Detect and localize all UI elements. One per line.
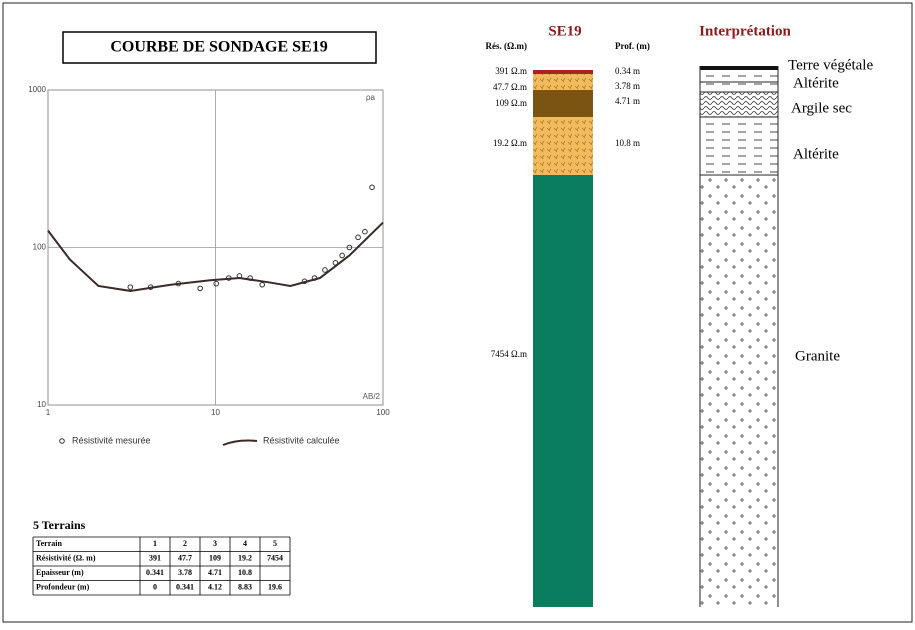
- table-cell: 19.2: [238, 554, 252, 563]
- layer-label: Argile sec: [791, 100, 852, 116]
- y-tick-label: 1000: [28, 85, 46, 94]
- resistivity-label: 7454 Ω.m: [491, 349, 527, 359]
- table-cell: 1: [153, 539, 157, 548]
- resistivity-label: 391 Ω.m: [495, 66, 527, 76]
- layer: [700, 175, 778, 607]
- legend-label: Résistivité calculée: [263, 435, 340, 445]
- legend-label: Résistivité mesurée: [72, 435, 151, 445]
- x-tick-label: 10: [211, 408, 220, 417]
- table-cell: 5: [273, 539, 277, 548]
- measured-point: [362, 228, 368, 235]
- y-tick-label: 10: [37, 400, 46, 409]
- column-outline: [699, 66, 779, 607]
- layer-label: Terre végétale: [788, 57, 873, 73]
- layer: [533, 70, 593, 74]
- calculated-curve: [47, 221, 384, 292]
- table-cell: 3.78: [178, 568, 192, 577]
- table-cell: 3: [213, 539, 217, 548]
- table-title: 5 Terrains: [33, 518, 86, 532]
- measured-point: [213, 280, 220, 287]
- y-axis-label: ρa: [366, 93, 376, 102]
- column-header: Prof. (m): [615, 41, 650, 51]
- layer-label: Granite: [795, 348, 840, 364]
- x-tick-label: 1: [46, 408, 51, 417]
- depth-label: 10.8 m: [615, 138, 640, 148]
- resistivity-label: 19.2 Ω.m: [493, 138, 527, 148]
- table-cell: 8.83: [238, 583, 252, 592]
- table-cell: 0: [153, 583, 157, 592]
- column-header: Rés. (Ω.m): [486, 41, 527, 51]
- table: Terrain 1 2 3 4 5 Résistivité (Ω. m) 391 47.7 109…: [32, 536, 291, 596]
- layer-texture: [533, 74, 593, 90]
- measured-point: [197, 285, 203, 292]
- table-cell: Profondeur (m): [36, 583, 90, 592]
- table-cell: 19.6: [268, 583, 282, 592]
- resistivity-label: 47.7 Ω.m: [493, 82, 527, 92]
- measured-point: [339, 252, 345, 259]
- x-tick-label: 100: [376, 408, 390, 417]
- table-cell: 47.7: [178, 554, 192, 563]
- legend-marker: [59, 438, 65, 444]
- table-cell: 0.341: [176, 583, 194, 592]
- table-cell: 7454: [267, 554, 283, 563]
- layer: [700, 92, 778, 117]
- measured-point: [369, 184, 375, 191]
- chart-title: COURBE DE SONDAGE SE19: [110, 39, 327, 56]
- table-cell: 4.12: [208, 583, 222, 592]
- table-cell: 10.8: [238, 568, 252, 577]
- table-cell: Résistivité (Ω. m): [36, 554, 96, 563]
- layer-texture: [533, 117, 593, 175]
- table-cell: 4.71: [208, 568, 222, 577]
- layer-label: Altérite: [793, 75, 839, 91]
- legend-line: [222, 439, 258, 446]
- layer: [700, 70, 778, 92]
- layer-label: Altérite: [793, 146, 839, 162]
- title-box: [62, 31, 377, 64]
- table-cell: 391: [149, 554, 161, 563]
- layer: [533, 90, 593, 117]
- table-cell: 0.341: [146, 568, 164, 577]
- measured-point: [346, 244, 353, 251]
- table-cell: Epaisseur (m): [36, 568, 84, 577]
- resistivity-label: 109 Ω.m: [495, 98, 527, 108]
- table-cell: 109: [209, 554, 221, 563]
- depth-label: 4.71 m: [615, 96, 640, 106]
- depth-label: 3.78 m: [615, 81, 640, 91]
- column-title: SE19: [548, 23, 581, 39]
- x-axis-label: AB/2: [363, 392, 381, 401]
- measured-point: [355, 234, 361, 241]
- interpretation-title: Interprétation: [699, 23, 791, 39]
- layer: [700, 117, 778, 175]
- measured-point: [322, 267, 328, 273]
- measured-point: [259, 281, 265, 288]
- table-cell: Terrain: [36, 539, 62, 548]
- y-tick-label: 100: [33, 243, 47, 252]
- table-cell: 4: [243, 539, 247, 548]
- table-cell: 2: [183, 539, 187, 548]
- layer: [700, 66, 778, 70]
- layer: [533, 175, 593, 607]
- measured-point: [127, 284, 134, 290]
- depth-label: 0.34 m: [615, 66, 640, 76]
